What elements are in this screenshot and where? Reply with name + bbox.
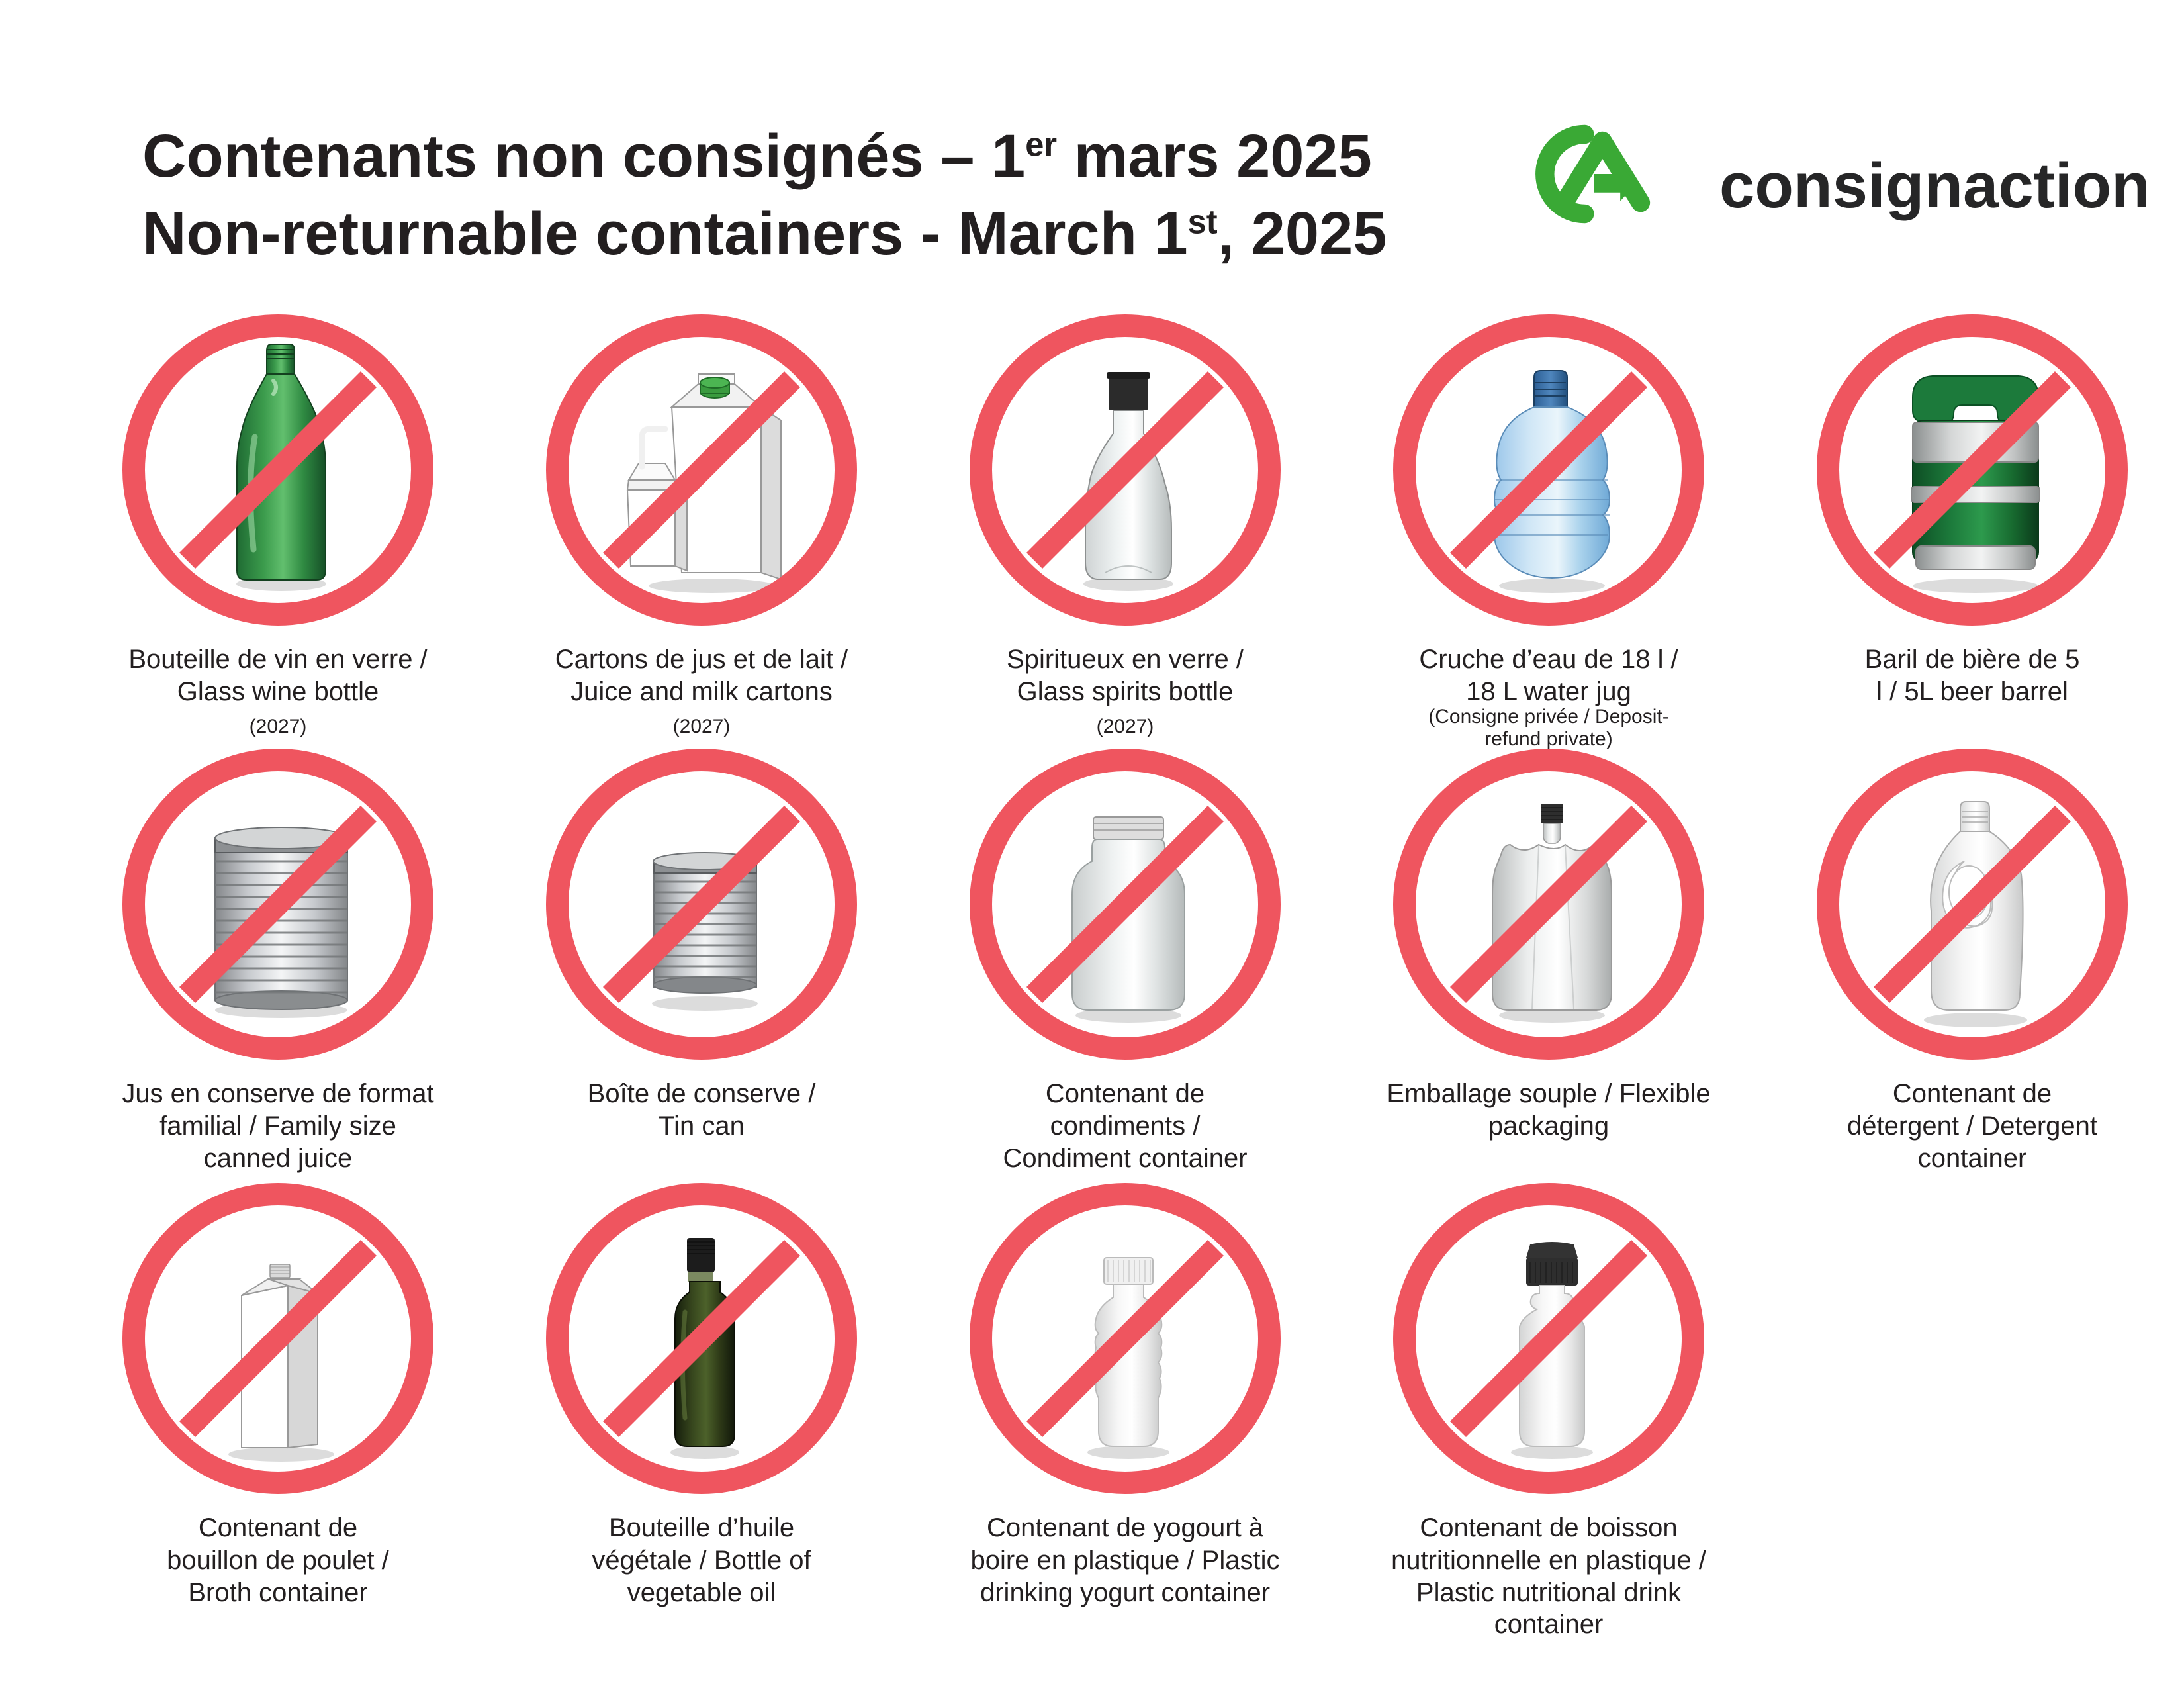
svg-text:consignaction: consignaction: [1719, 150, 2150, 221]
